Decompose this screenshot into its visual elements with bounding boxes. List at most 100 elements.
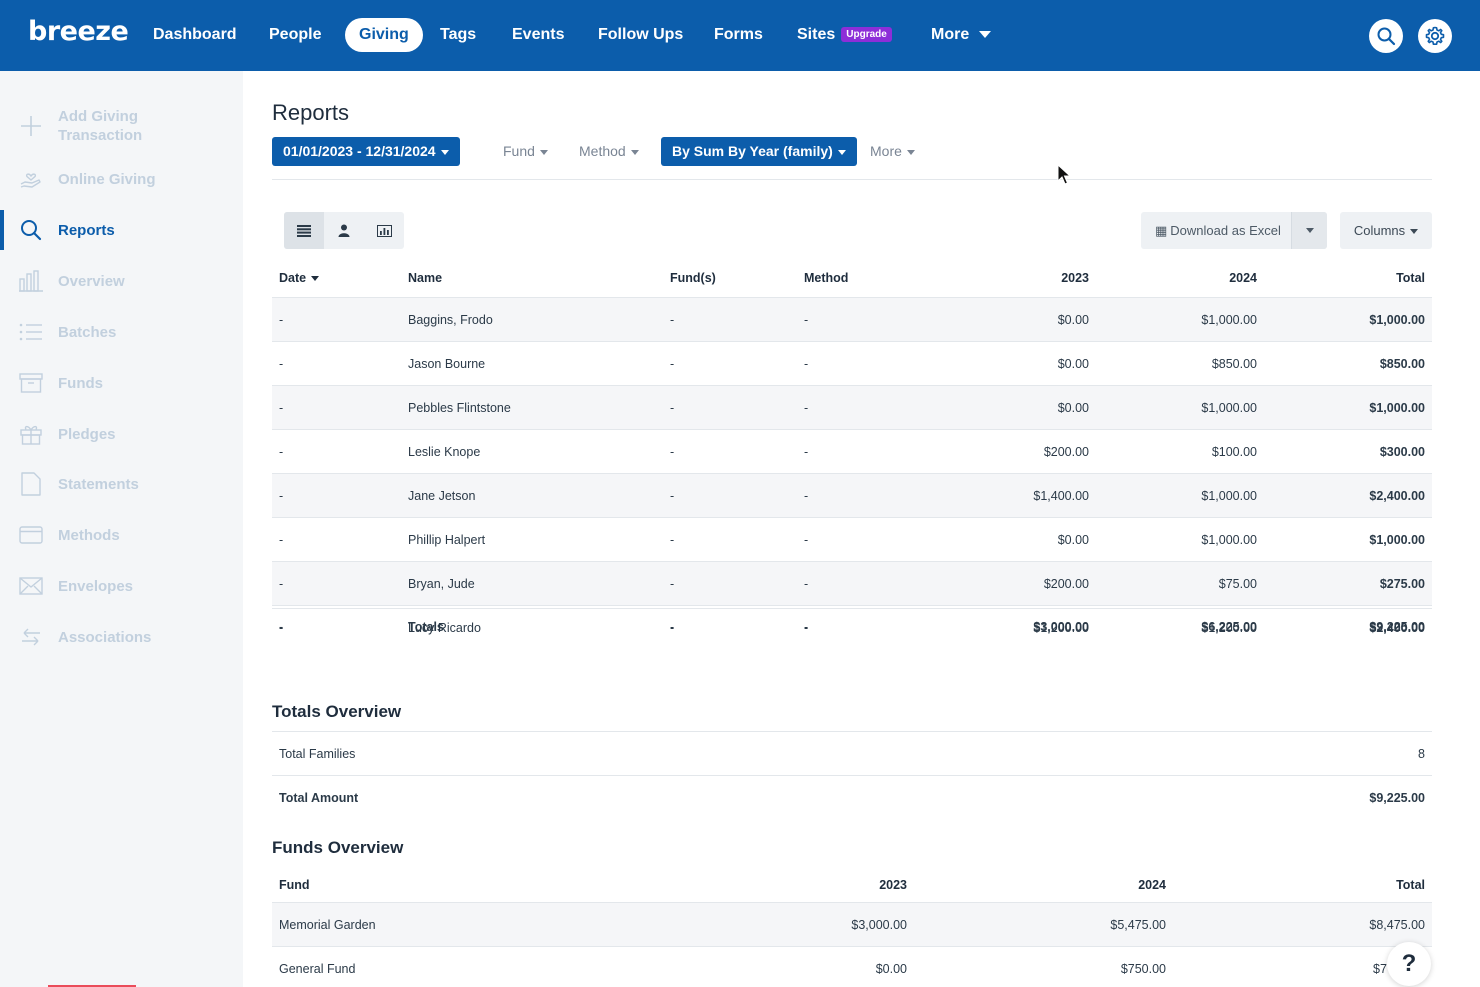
cell-total: $850.00 — [1379, 357, 1425, 371]
more-filter[interactable]: More — [870, 137, 915, 166]
column-header-2024[interactable]: 2024 — [1229, 271, 1257, 285]
cell-y2023: $200.00 — [1043, 445, 1089, 459]
column-header-fund: Fund — [279, 878, 310, 892]
download-options-toggle[interactable] — [1291, 212, 1327, 249]
nav-more[interactable]: More — [931, 18, 992, 52]
settings-button[interactable] — [1418, 19, 1452, 53]
sidebar-item-label: Envelopes — [58, 577, 134, 595]
gift-icon — [19, 422, 43, 446]
cell-method: - — [804, 357, 809, 371]
cell-y2024: $850.00 — [1211, 357, 1257, 371]
list-view-button[interactable] — [284, 212, 324, 249]
column-header-2023: 2023 — [879, 878, 907, 892]
group-by-label: By Sum By Year (family) — [672, 143, 833, 159]
sidebar-item-associations[interactable]: Associations — [0, 617, 243, 657]
sort-caret-icon — [311, 276, 320, 282]
cell-funds: - — [670, 445, 675, 459]
column-header-2023[interactable]: 2023 — [1061, 271, 1089, 285]
nav-forms[interactable]: Forms — [714, 26, 763, 43]
sidebar-item-pledges[interactable]: Pledges — [0, 414, 243, 454]
cell-method: - — [804, 313, 809, 327]
nav-giving[interactable]: Giving — [345, 18, 423, 52]
cell-method: - — [804, 401, 809, 415]
gear-icon — [1425, 26, 1445, 45]
document-icon — [19, 472, 43, 496]
sidebar-item-envelopes[interactable]: Envelopes — [0, 566, 243, 606]
table-icon: ▦ — [1155, 223, 1168, 238]
column-header-method[interactable]: Method — [804, 271, 849, 285]
cell-y2023: $0.00 — [1057, 533, 1089, 547]
help-button[interactable]: ? — [1387, 942, 1431, 986]
sidebar-item-reports[interactable]: Reports — [0, 210, 243, 250]
columns-label: Columns — [1353, 223, 1406, 238]
column-header-funds[interactable]: Fund(s) — [670, 271, 716, 285]
cell-name[interactable]: Phillip Halpert — [408, 533, 486, 547]
chevron-down-icon — [837, 149, 846, 155]
chevron-down-icon — [906, 149, 915, 155]
download-excel-label: ▦ Download as Excel — [1155, 212, 1281, 249]
table-row: - Lucy Ricardo - - $1,200.00 $1,200.00 $2,400.… — [272, 605, 1432, 649]
group-by-filter[interactable]: By Sum By Year (family) — [661, 137, 857, 166]
cell-name[interactable]: Jason Bourne — [408, 357, 486, 371]
nav-sites[interactable]: Sites Upgrade — [797, 18, 892, 52]
cell-name[interactable]: Baggins, Frodo — [408, 313, 493, 327]
cell-total: $2,400.00 — [1369, 621, 1425, 635]
cell-y2023: $0.00 — [1057, 357, 1089, 371]
table-row: - Leslie Knope - - $200.00 $100.00 $300.00 — [272, 429, 1432, 473]
chart-view-button[interactable] — [364, 212, 404, 249]
breeze-logo[interactable]: breeze — [28, 16, 129, 47]
nav-tags[interactable]: Tags — [440, 26, 477, 43]
date-range-label: 01/01/2023 - 12/31/2024 — [283, 143, 436, 159]
method-filter[interactable]: Method — [579, 137, 639, 166]
cell-name[interactable]: Jane Jetson — [408, 489, 476, 503]
sidebar-item-overview[interactable]: Overview — [0, 261, 243, 301]
sidebar-item-funds[interactable]: Funds — [0, 363, 243, 403]
fund-filter[interactable]: Fund — [503, 137, 548, 166]
sidebar-item-methods[interactable]: Methods — [0, 515, 243, 555]
cell-date: - — [279, 489, 284, 503]
cell-method: - — [804, 577, 809, 591]
cell-y2023: $0.00 — [1057, 313, 1089, 327]
cell-funds: - — [670, 577, 675, 591]
table-row: - Bryan, Jude - - $200.00 $75.00 $275.00 — [272, 561, 1432, 605]
sidebar-item-batches[interactable]: Batches — [0, 312, 243, 352]
sidebar-item-statements[interactable]: Statements — [0, 464, 243, 504]
cell-name[interactable]: Pebbles Flintstone — [408, 401, 511, 415]
cell-name[interactable]: Bryan, Jude — [408, 577, 475, 591]
totals-2024: $6,225.00 — [1201, 620, 1257, 634]
columns-button[interactable]: Columns — [1340, 212, 1432, 249]
total-families-label: Total Families — [279, 747, 356, 761]
search-button[interactable] — [1369, 19, 1403, 53]
view-toggle-group — [284, 212, 404, 249]
column-header-total[interactable]: Total — [1396, 271, 1425, 285]
nav-people[interactable]: People — [269, 26, 322, 43]
sidebar-item-online-giving[interactable]: Online Giving — [0, 159, 243, 199]
sidebar-item-label: Methods — [58, 526, 120, 544]
cell-name[interactable]: Leslie Knope — [408, 445, 481, 459]
cell-y2024: $1,000.00 — [1201, 489, 1257, 503]
person-view-button[interactable] — [324, 212, 364, 249]
cell-y2023: $200.00 — [1043, 577, 1089, 591]
fund-total: $8,475.00 — [1369, 918, 1425, 932]
cell-y2024: $1,000.00 — [1201, 313, 1257, 327]
column-header-name[interactable]: Name — [408, 271, 443, 285]
nav-dashboard[interactable]: Dashboard — [153, 26, 237, 43]
nav-events[interactable]: Events — [512, 26, 565, 43]
hand-heart-icon — [19, 167, 43, 191]
cell-date: - — [279, 533, 284, 547]
sidebar-item-label: Statements — [58, 475, 139, 493]
date-range-filter[interactable]: 01/01/2023 - 12/31/2024 — [272, 137, 460, 166]
total-amount-value: $9,225.00 — [1369, 791, 1425, 805]
cell-date: - — [279, 401, 284, 415]
totals-2023: $3,000.00 — [1033, 620, 1089, 634]
sidebar-item-add-giving-transaction[interactable]: Add Giving Transaction — [0, 104, 243, 148]
cell-y2023: $1,400.00 — [1033, 489, 1089, 503]
cell-name[interactable]: Lucy Ricardo — [408, 621, 481, 635]
download-excel-button[interactable]: ▦ Download as Excel — [1141, 212, 1327, 249]
cell-y2023: $1,200.00 — [1033, 621, 1089, 635]
totals-total: $9,225.00 — [1369, 620, 1425, 634]
column-header-date[interactable]: Date — [279, 256, 320, 300]
cell-date: - — [279, 445, 284, 459]
sidebar-item-label: Batches — [58, 323, 117, 341]
nav-follow-ups[interactable]: Follow Ups — [598, 26, 684, 43]
